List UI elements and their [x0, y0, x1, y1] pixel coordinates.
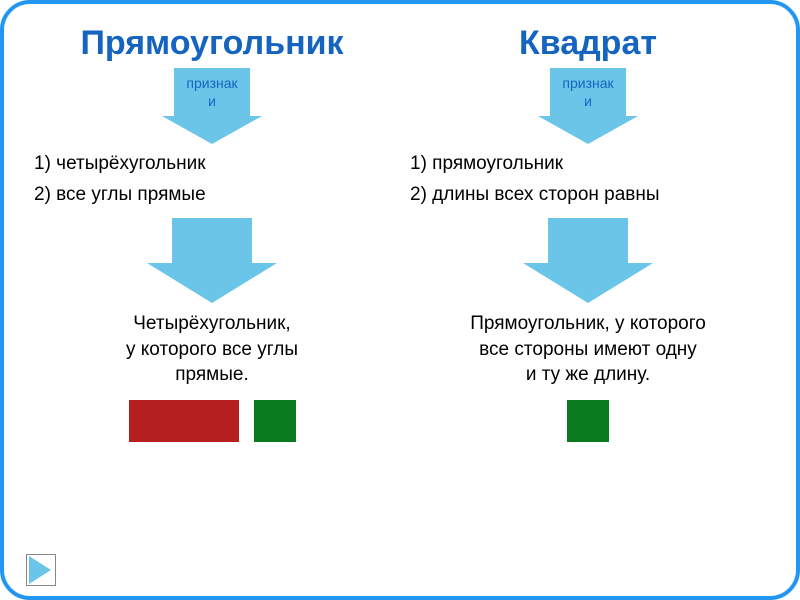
square-definition: Прямоугольник, у которого все стороны им…	[470, 311, 706, 388]
rectangle-title: Прямоугольник	[80, 24, 343, 63]
features-label-box: признак и	[174, 68, 249, 116]
square-column: Квадрат признак и 1) прямоугольник 2) дл…	[410, 24, 766, 576]
rectangle-features-arrow: признак и	[162, 68, 262, 144]
arrow-label-line1: признак	[562, 74, 613, 92]
arrow-body	[548, 218, 628, 263]
arrow-body	[172, 218, 252, 263]
rectangle-feature-2: 2) все углы прямые	[34, 180, 390, 210]
columns-container: Прямоугольник признак и 1) четырёхугольн…	[34, 24, 766, 576]
rectangle-definition: Четырёхугольник, у которого все углы пря…	[126, 311, 298, 388]
definition-line-2: у которого все углы	[126, 337, 298, 363]
rectangle-column: Прямоугольник признак и 1) четырёхугольн…	[34, 24, 390, 576]
definition-line-1: Прямоугольник, у которого	[470, 311, 706, 337]
green-square-shape	[567, 400, 609, 442]
definition-line-3: прямые.	[126, 362, 298, 388]
square-features-arrow: признак и	[538, 68, 638, 144]
red-rectangle-shape	[129, 400, 239, 442]
definition-line-2: все стороны имеют одну	[470, 337, 706, 363]
square-definition-arrow	[523, 218, 653, 303]
slide-frame: Прямоугольник признак и 1) четырёхугольн…	[0, 0, 800, 600]
square-features: 1) прямоугольник 2) длины всех сторон ра…	[410, 149, 766, 210]
definition-line-3: и ту же длину.	[470, 362, 706, 388]
rectangle-features: 1) четырёхугольник 2) все углы прямые	[34, 149, 390, 210]
rectangle-shapes	[129, 400, 296, 442]
down-arrow-icon	[523, 263, 653, 303]
square-shapes	[567, 400, 609, 442]
next-slide-button[interactable]	[29, 556, 51, 584]
square-feature-2: 2) длины всех сторон равны	[410, 180, 766, 210]
rectangle-feature-1: 1) четырёхугольник	[34, 149, 390, 179]
square-title: Квадрат	[519, 24, 657, 63]
down-arrow-icon	[162, 116, 262, 144]
down-arrow-icon	[147, 263, 277, 303]
features-label-box: признак и	[550, 68, 625, 116]
arrow-label-line2: и	[186, 92, 237, 110]
square-feature-1: 1) прямоугольник	[410, 149, 766, 179]
green-square-shape	[254, 400, 296, 442]
arrow-label-line1: признак	[186, 74, 237, 92]
rectangle-definition-arrow	[147, 218, 277, 303]
definition-line-1: Четырёхугольник,	[126, 311, 298, 337]
down-arrow-icon	[538, 116, 638, 144]
arrow-label-line2: и	[562, 92, 613, 110]
